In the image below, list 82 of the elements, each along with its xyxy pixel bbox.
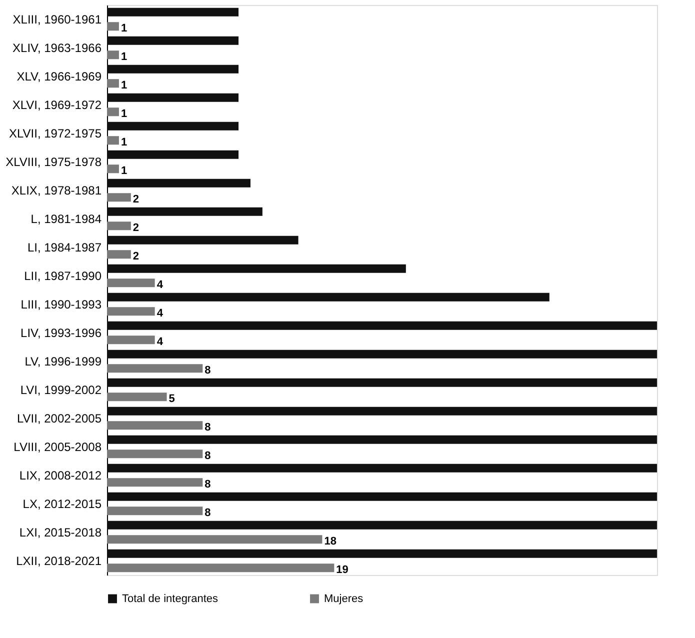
data-label: 8	[204, 478, 211, 490]
bar	[107, 478, 203, 487]
bar	[107, 564, 334, 572]
y-tick-label: LII, 1987-1990	[24, 268, 102, 283]
y-tick-label: LVIII, 2005-2008	[14, 440, 102, 454]
bar	[107, 164, 119, 174]
data-label: 8	[204, 421, 211, 434]
y-tick-label: XLIII, 1960-1961	[12, 12, 102, 26]
y-tick-label: XLVIII, 1975-1978	[6, 154, 102, 169]
data-label: 19	[336, 564, 348, 576]
bar	[107, 350, 657, 358]
bar	[107, 464, 657, 472]
y-tick-label: LXI, 2015-2018	[19, 525, 102, 540]
data-label: 4	[156, 336, 164, 348]
data-label: 2	[132, 222, 140, 234]
bar	[107, 406, 657, 416]
y-tick-label: LVI, 1999-2002	[20, 382, 102, 397]
data-label: 18	[324, 535, 336, 548]
bar	[107, 336, 155, 344]
data-label: 8	[204, 364, 211, 376]
bar	[107, 136, 119, 145]
y-tick-label: LVII, 2002-2005	[16, 411, 102, 426]
bar	[107, 207, 262, 216]
bar	[107, 307, 155, 316]
y-tick-label: XLIX, 1978-1981	[11, 183, 102, 198]
data-label: 1	[120, 136, 128, 148]
bar	[107, 520, 657, 530]
y-tick-label: XLVII, 1972-1975	[8, 126, 102, 140]
bar	[107, 36, 239, 45]
bar	[107, 421, 203, 430]
bar	[107, 450, 203, 458]
legend-label: Mujeres	[324, 592, 364, 605]
bar	[107, 222, 131, 230]
bar	[107, 278, 155, 288]
bar	[107, 535, 322, 544]
data-label: 4	[156, 278, 164, 291]
bar	[107, 108, 119, 116]
bar	[107, 122, 239, 130]
bar	[107, 549, 657, 558]
y-tick-label: XLIV, 1963-1966	[12, 40, 102, 55]
bar	[107, 22, 119, 31]
bar	[107, 150, 239, 159]
bar	[107, 8, 239, 16]
bar	[107, 364, 203, 373]
data-label: 1	[120, 50, 128, 63]
bar	[107, 435, 657, 444]
y-tick-label: LX, 2012-2015	[22, 496, 102, 511]
data-label: 4	[156, 307, 164, 320]
bar	[107, 193, 131, 202]
bar	[107, 236, 298, 244]
y-tick-label: XLVI, 1969-1972	[12, 98, 102, 112]
bar	[107, 492, 657, 501]
bar	[107, 50, 119, 60]
data-label: 1	[120, 164, 128, 177]
data-label: 2	[132, 193, 140, 206]
y-tick-label: LIX, 2008-2012	[19, 468, 102, 482]
data-label: 1	[120, 79, 128, 92]
data-label: 1	[120, 22, 128, 34]
legend-label: Total de integrantes	[122, 592, 219, 605]
data-label: 8	[204, 506, 211, 519]
bar	[107, 250, 131, 259]
data-label: 1	[120, 108, 128, 120]
y-tick-label: L, 1981-1984	[30, 212, 102, 226]
bar	[107, 64, 239, 74]
y-tick-label: LIII, 1990-1993	[20, 297, 102, 312]
y-tick-label: LIV, 1993-1996	[20, 326, 102, 340]
bar	[107, 79, 119, 88]
bar	[107, 93, 239, 102]
y-tick-label: LV, 1996-1999	[24, 354, 102, 368]
bar	[107, 178, 250, 188]
bar	[107, 378, 657, 387]
y-tick-label: LI, 1984-1987	[27, 240, 102, 254]
bar	[107, 506, 203, 516]
bar	[107, 392, 167, 402]
bar	[107, 321, 657, 330]
data-label: 5	[168, 392, 175, 405]
data-label: 8	[204, 450, 211, 462]
bar	[107, 292, 550, 302]
y-tick-label: XLV, 1966-1969	[16, 69, 102, 84]
bar	[107, 264, 406, 273]
data-label: 2	[132, 250, 140, 262]
y-tick-label: LXII, 2018-2021	[16, 554, 102, 568]
